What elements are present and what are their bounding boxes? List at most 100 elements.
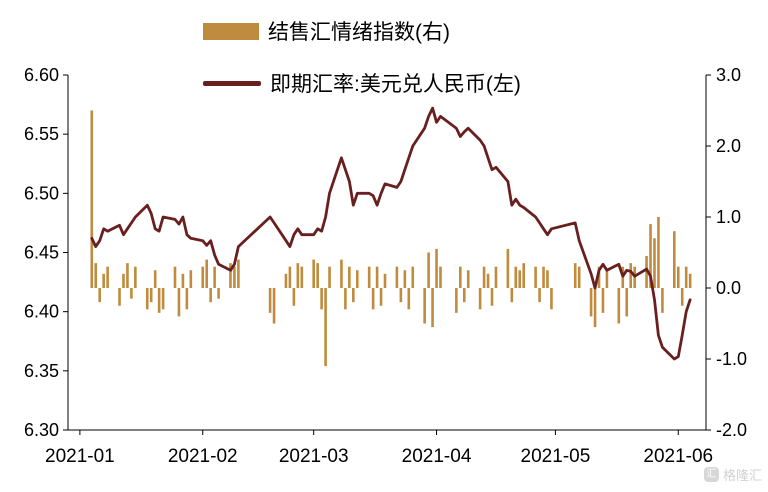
sentiment-bar bbox=[217, 288, 220, 299]
sentiment-bar bbox=[680, 288, 684, 306]
sentiment-bar bbox=[355, 270, 359, 288]
sentiment-bar bbox=[324, 288, 327, 367]
sentiment-bar bbox=[161, 288, 165, 310]
sentiment-bar bbox=[201, 266, 205, 288]
sentiment-bar bbox=[629, 263, 633, 288]
sentiment-bar bbox=[292, 288, 296, 306]
sentiment-bar bbox=[320, 288, 323, 310]
sentiment-bar bbox=[296, 263, 300, 288]
sentiment-bar bbox=[106, 266, 109, 288]
left-axis-tick-label: 6.50 bbox=[24, 183, 59, 203]
sentiment-bar bbox=[157, 288, 161, 313]
sentiment-bar bbox=[126, 263, 129, 288]
sentiment-bar bbox=[494, 266, 498, 288]
sentiment-bar bbox=[316, 263, 319, 288]
sentiment-bar bbox=[122, 273, 125, 288]
sentiment-bar bbox=[478, 288, 482, 310]
gelonghui-logo-icon: 汇 bbox=[703, 467, 719, 482]
sentiment-bar bbox=[597, 266, 601, 288]
sentiment-bar bbox=[455, 288, 458, 313]
sentiment-bar bbox=[657, 217, 660, 288]
sentiment-bar bbox=[268, 288, 272, 313]
sentiment-bar bbox=[427, 252, 430, 288]
sentiment-bar bbox=[98, 288, 102, 303]
sentiment-bar bbox=[411, 266, 415, 288]
sentiment-bar bbox=[462, 288, 466, 303]
sentiment-bar bbox=[431, 288, 434, 328]
sentiment-bar bbox=[506, 248, 510, 288]
sentiment-bar bbox=[435, 248, 438, 288]
sentiment-bar bbox=[518, 270, 522, 288]
watermark-text: 格隆汇 bbox=[722, 468, 762, 483]
sentiment-bar bbox=[577, 266, 581, 288]
legend-item-spot-rate: 即期汇率:美元兑人民币(左) bbox=[203, 68, 521, 98]
x-axis-tick-label: 2021-02 bbox=[168, 446, 238, 467]
sentiment-bar bbox=[348, 266, 351, 288]
sentiment-bar bbox=[375, 266, 379, 288]
sentiment-bar bbox=[312, 259, 315, 288]
left-axis-tick-label: 6.40 bbox=[24, 302, 59, 322]
x-axis-tick-label: 2021-05 bbox=[521, 446, 591, 467]
sentiment-bar bbox=[423, 288, 426, 324]
sentiment-bar bbox=[653, 238, 656, 288]
sentiment-bar bbox=[510, 288, 514, 303]
sentiment-bar bbox=[213, 266, 216, 288]
sentiment-bar bbox=[482, 266, 486, 288]
left-axis-tick-label: 6.45 bbox=[24, 243, 59, 263]
sentiment-bar bbox=[676, 266, 680, 288]
sentiment-bar bbox=[181, 273, 185, 288]
sentiment-bar bbox=[173, 266, 177, 288]
sentiment-bar bbox=[344, 288, 347, 310]
sentiment-bar bbox=[625, 288, 629, 317]
sentiment-bar bbox=[328, 266, 331, 288]
sentiment-bar bbox=[395, 266, 399, 288]
sentiment-bar bbox=[379, 288, 383, 306]
sentiment-bar bbox=[617, 288, 621, 324]
legend-label-spot-rate: 即期汇率:美元兑人民币(左) bbox=[270, 73, 521, 96]
sentiment-bar bbox=[403, 270, 407, 288]
sentiment-bar bbox=[371, 288, 375, 310]
sentiment-bar bbox=[134, 266, 137, 288]
legend-bar-swatch-icon bbox=[203, 22, 259, 40]
sentiment-bar bbox=[130, 288, 133, 299]
sentiment-bar bbox=[486, 273, 490, 288]
sentiment-bar bbox=[367, 266, 371, 288]
sentiment-bar bbox=[661, 288, 664, 313]
sentiment-bar bbox=[233, 266, 236, 288]
x-axis-tick-label: 2021-06 bbox=[643, 446, 713, 467]
sentiment-bar bbox=[490, 288, 494, 306]
right-axis-tick-label: -1.0 bbox=[716, 349, 747, 369]
sentiment-bar bbox=[399, 288, 403, 303]
sentiment-bar bbox=[284, 273, 288, 288]
sentiment-bar bbox=[189, 270, 193, 288]
sentiment-bar bbox=[546, 270, 549, 288]
sentiment-bar bbox=[102, 273, 105, 288]
sentiment-bar bbox=[288, 266, 292, 288]
sentiment-bar bbox=[649, 224, 652, 288]
sentiment-bar bbox=[352, 288, 355, 303]
sentiment-bar bbox=[605, 270, 609, 288]
left-axis-tick-label: 6.30 bbox=[24, 420, 59, 440]
sentiment-bar bbox=[272, 288, 276, 324]
sentiment-bar bbox=[149, 288, 153, 303]
sentiment-bar bbox=[383, 273, 387, 288]
sentiment-bar bbox=[439, 266, 442, 288]
sentiment-bar bbox=[185, 288, 189, 310]
sentiment-bar bbox=[522, 263, 526, 288]
sentiment-bar bbox=[514, 266, 518, 288]
x-axis-tick-label: 2021-01 bbox=[45, 446, 115, 467]
rate-line bbox=[90, 106, 692, 361]
sentiment-bar bbox=[688, 273, 692, 288]
legend-item-sentiment: 结售汇情绪指数(右) bbox=[203, 16, 450, 46]
right-axis-tick-label: 1.0 bbox=[716, 207, 741, 227]
right-axis-tick-label: 2.0 bbox=[716, 136, 741, 156]
sentiment-bar bbox=[340, 259, 343, 288]
right-axis-tick-label: 0.0 bbox=[716, 278, 741, 298]
sentiment-bar bbox=[94, 263, 98, 288]
sentiment-bar bbox=[237, 259, 240, 288]
sentiment-bar bbox=[573, 263, 577, 288]
sentiment-bar bbox=[209, 288, 212, 303]
sentiment-bar bbox=[205, 259, 208, 288]
